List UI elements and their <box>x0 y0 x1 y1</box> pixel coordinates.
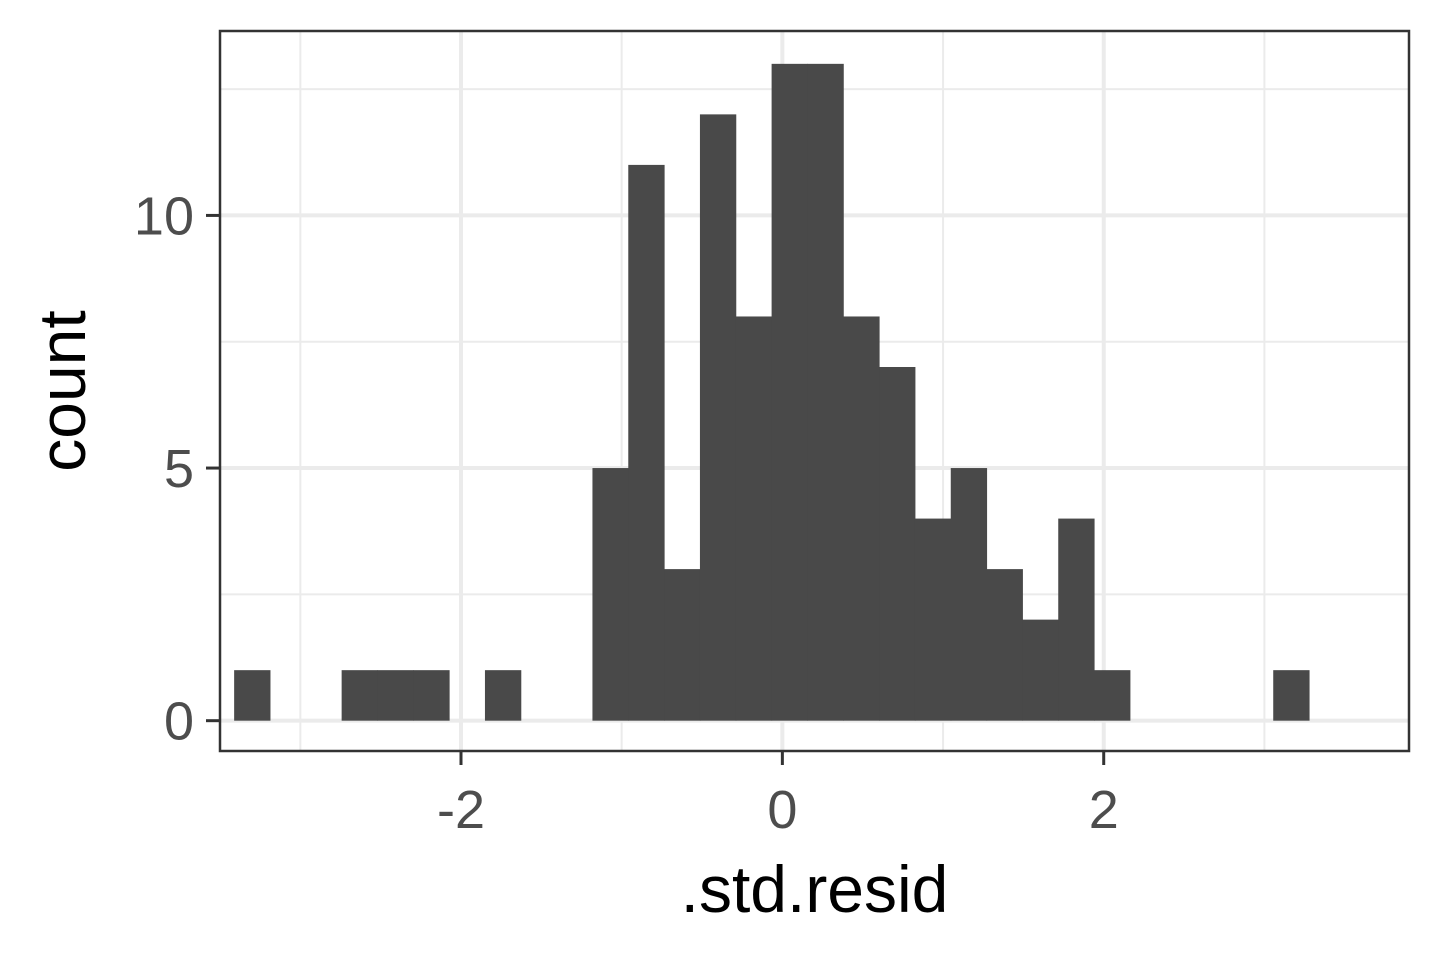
histogram-bar-14 <box>735 316 773 721</box>
histogram-bar-15 <box>771 63 808 721</box>
x-tick-label-2: 2 <box>1089 780 1119 840</box>
y-tick-label-1: 5 <box>164 439 194 499</box>
histogram-bar-29 <box>1273 670 1310 721</box>
histogram-bar-23 <box>1058 518 1095 721</box>
x-axis-title: .std.resid <box>681 852 949 926</box>
histogram-bar-7 <box>484 670 522 721</box>
panel-border <box>218 29 1411 753</box>
histogram-bar-24 <box>1094 670 1131 721</box>
histogram-bar-18 <box>879 367 916 721</box>
y-tick-label-2: 10 <box>134 186 194 246</box>
x-tick-label-1: 0 <box>767 780 797 840</box>
histogram-bar-19 <box>914 518 952 721</box>
histogram-bar-20 <box>950 468 988 721</box>
histogram-bars <box>234 63 1310 721</box>
histogram-bar-12 <box>664 569 701 721</box>
histogram-bar-13 <box>699 114 737 721</box>
histogram-bar-11 <box>628 164 665 721</box>
histogram-bar-16 <box>807 63 844 721</box>
histogram-bar-17 <box>843 316 880 721</box>
histogram-bar-4 <box>377 670 414 721</box>
x-tick-label-0: -2 <box>437 780 485 840</box>
axis-ticks <box>206 213 1106 765</box>
y-tick-label-0: 0 <box>164 692 194 752</box>
histogram-bar-0 <box>234 670 271 721</box>
histogram-bar-3 <box>341 670 378 721</box>
histogram-bar-5 <box>413 670 450 721</box>
histogram-bar-10 <box>592 468 629 721</box>
tick-labels: -2 0 2 0 5 10 <box>134 186 1119 840</box>
histogram-bar-22 <box>1022 619 1059 721</box>
histogram-bar-21 <box>986 569 1023 721</box>
y-axis-title: count <box>25 310 99 471</box>
